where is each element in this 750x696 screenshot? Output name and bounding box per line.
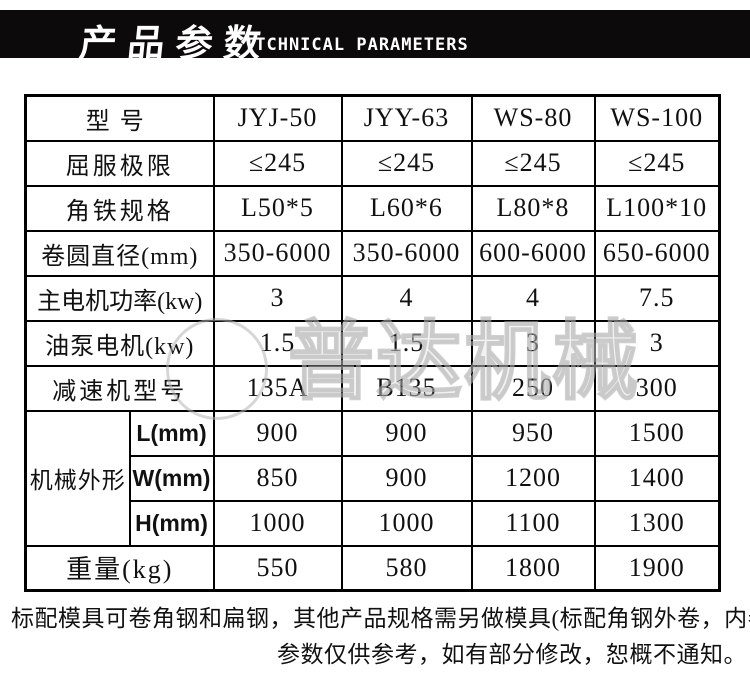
value-cell: 350-6000 — [340, 229, 473, 277]
row-sublabel: W(mm) — [128, 454, 215, 502]
table-row-dimension-W: W(mm) 850 900 1200 1400 — [26, 454, 721, 502]
value-cell: 580 — [340, 544, 473, 592]
row-label: 减速机型号 — [24, 364, 215, 412]
value-cell: 7.5 — [593, 274, 721, 322]
row-sublabel: L(mm) — [128, 409, 215, 457]
value-cell: L60*6 — [340, 184, 473, 232]
model-cell: WS-100 — [593, 94, 721, 142]
value-cell: ≤245 — [340, 139, 473, 187]
value-cell: 550 — [212, 544, 343, 592]
spec-table: 型号 JYJ-50 JYY-63 WS-80 WS-100 屈服极限 ≤245 … — [24, 94, 721, 592]
value-cell: 900 — [340, 454, 473, 502]
value-cell: 4 — [470, 274, 596, 322]
table-row-main-motor-power: 主电机功率(kw) 3 4 4 7.5 — [24, 274, 721, 322]
value-cell: 4 — [340, 274, 473, 322]
value-cell: 3 — [212, 274, 343, 322]
value-cell: 600-6000 — [470, 229, 596, 277]
value-cell: B135 — [340, 364, 473, 412]
row-label-model: 型号 — [24, 94, 215, 142]
value-cell: ≤245 — [470, 139, 596, 187]
value-cell: 1400 — [593, 454, 721, 502]
value-cell: 850 — [212, 454, 343, 502]
table-row-angle-iron-spec: 角铁规格 L50*5 L60*6 L80*8 L100*10 — [24, 184, 721, 232]
model-cell: WS-80 — [470, 94, 596, 142]
value-cell: 1.5 — [340, 319, 473, 367]
value-cell: 900 — [212, 409, 343, 457]
table-row-dimension-H: H(mm) 1000 1000 1100 1300 — [26, 499, 721, 547]
table-row-yield-limit: 屈服极限 ≤245 ≤245 ≤245 ≤245 — [24, 139, 721, 187]
value-cell: 1.5 — [212, 319, 343, 367]
footer-note-disclaimer: 参数仅供参考，如有部分修改，恕概不通知。 — [277, 642, 747, 667]
table-row-weight: 重量(kg) 550 580 1800 1900 — [24, 544, 721, 592]
value-cell: 250 — [470, 364, 596, 412]
table-row-rolling-diameter: 卷圆直径(mm) 350-6000 350-6000 600-6000 650-… — [24, 229, 721, 277]
value-cell: L50*5 — [212, 184, 343, 232]
value-cell: 1900 — [593, 544, 721, 592]
value-cell: 1800 — [470, 544, 596, 592]
value-cell: 950 — [470, 409, 596, 457]
row-label: 卷圆直径(mm) — [24, 229, 215, 277]
value-cell: L80*8 — [470, 184, 596, 232]
value-cell: 3 — [470, 319, 596, 367]
value-cell: 1000 — [340, 499, 473, 547]
row-label-weight: 重量(kg) — [24, 544, 215, 592]
table-row-oil-pump-motor: 油泵电机(kw) 1.5 1.5 3 3 — [24, 319, 721, 367]
value-cell: 1200 — [470, 454, 596, 502]
model-cell: JYY-63 — [340, 94, 473, 142]
value-cell: ≤245 — [593, 139, 721, 187]
header-banner: 产品参数 TTCHNICAL PARAMETERS — [0, 10, 750, 64]
footer-note-mold: 标配模具可卷角钢和扁钢，其他产品规格需另做模具(标配角钢外卷，内卷另换模具)。 — [11, 606, 750, 631]
value-cell: 3 — [593, 319, 721, 367]
row-label: 油泵电机(kw) — [24, 319, 215, 367]
row-label-machine-dimensions: 机械外形 — [24, 409, 131, 547]
table-row-model: 型号 JYJ-50 JYY-63 WS-80 WS-100 — [24, 94, 721, 142]
row-sublabel: H(mm) — [128, 499, 215, 547]
table-row-reducer-model: 减速机型号 135A B135 250 300 — [24, 364, 721, 412]
row-label: 主电机功率(kw) — [24, 274, 215, 322]
value-cell: 1000 — [212, 499, 343, 547]
value-cell: 300 — [593, 364, 721, 412]
value-cell: 350-6000 — [212, 229, 343, 277]
value-cell: ≤245 — [212, 139, 343, 187]
table-row-dimension-L: 机械外形 L(mm) 900 900 950 1500 — [24, 409, 721, 547]
value-cell: 1100 — [470, 499, 596, 547]
value-cell: 650-6000 — [593, 229, 721, 277]
value-cell: 900 — [340, 409, 473, 457]
value-cell: L100*10 — [593, 184, 721, 232]
row-label: 角铁规格 — [24, 184, 215, 232]
value-cell: 1300 — [593, 499, 721, 547]
row-label: 屈服极限 — [24, 139, 215, 187]
value-cell: 135A — [212, 364, 343, 412]
banner-title-english: TTCHNICAL PARAMETERS — [244, 35, 469, 55]
model-cell: JYJ-50 — [212, 94, 343, 142]
value-cell: 1500 — [593, 409, 721, 457]
